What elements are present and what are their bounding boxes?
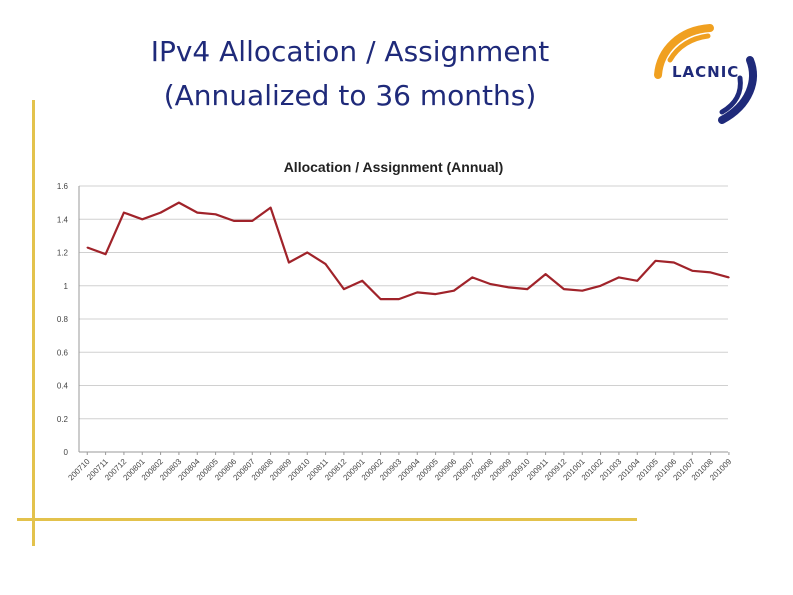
- data-point: [196, 211, 199, 214]
- data-point: [251, 220, 254, 222]
- data-point: [361, 280, 364, 282]
- data-point: [471, 276, 474, 279]
- data-point: [654, 260, 657, 262]
- y-tick-label: 0.2: [57, 415, 69, 424]
- data-point: [453, 289, 455, 292]
- lacnic-logo-graphic: [654, 24, 757, 124]
- y-tick-label: 0.6: [57, 348, 69, 357]
- data-point: [324, 263, 327, 265]
- data-point: [581, 289, 584, 292]
- data-point: [416, 291, 419, 294]
- data-point: [141, 218, 144, 221]
- y-tick-label: 1.2: [57, 249, 69, 258]
- lacnic-logo: LACNIC: [650, 20, 765, 130]
- data-point: [563, 288, 565, 290]
- data-point: [214, 213, 217, 216]
- data-point: [526, 288, 529, 290]
- data-point: [728, 276, 730, 279]
- data-point: [104, 253, 107, 255]
- slide-title-line-1: IPv4 Allocation / Assignment: [150, 35, 550, 68]
- y-tick-label: 0: [64, 448, 69, 457]
- data-point: [123, 211, 125, 214]
- data-point: [86, 246, 89, 249]
- data-point: [544, 273, 547, 275]
- data-point: [288, 261, 290, 264]
- data-point: [508, 286, 510, 289]
- data-point: [379, 298, 382, 300]
- data-point: [618, 276, 620, 279]
- data-point: [178, 201, 180, 204]
- data-point: [434, 293, 437, 295]
- data-point: [709, 271, 712, 274]
- data-point: [306, 251, 309, 254]
- data-point: [269, 206, 272, 209]
- y-tick-label: 1.4: [57, 215, 69, 224]
- series-line: [86, 201, 730, 301]
- frame-horizontal-line: [17, 518, 637, 521]
- data-point: [233, 220, 235, 222]
- data-point: [599, 285, 602, 287]
- y-tick-label: 1.6: [57, 182, 69, 191]
- data-point: [398, 298, 400, 300]
- data-point: [159, 211, 162, 214]
- chart-title: Allocation / Assignment (Annual): [284, 159, 504, 175]
- slide-title-line-2: (Annualized to 36 months): [163, 79, 537, 112]
- data-point: [636, 280, 639, 282]
- data-point: [489, 283, 492, 285]
- y-tick-label: 0.4: [57, 382, 69, 391]
- y-tick-label: 1: [64, 282, 69, 291]
- frame-vertical-line: [32, 100, 35, 546]
- y-tick-label: 0.8: [57, 315, 69, 324]
- lacnic-logo-text: LACNIC: [672, 63, 740, 81]
- data-point: [343, 288, 345, 290]
- slide-title: IPv4 Allocation / Assignment (Annualized…: [60, 30, 640, 118]
- data-point: [673, 261, 675, 264]
- data-point: [691, 270, 694, 272]
